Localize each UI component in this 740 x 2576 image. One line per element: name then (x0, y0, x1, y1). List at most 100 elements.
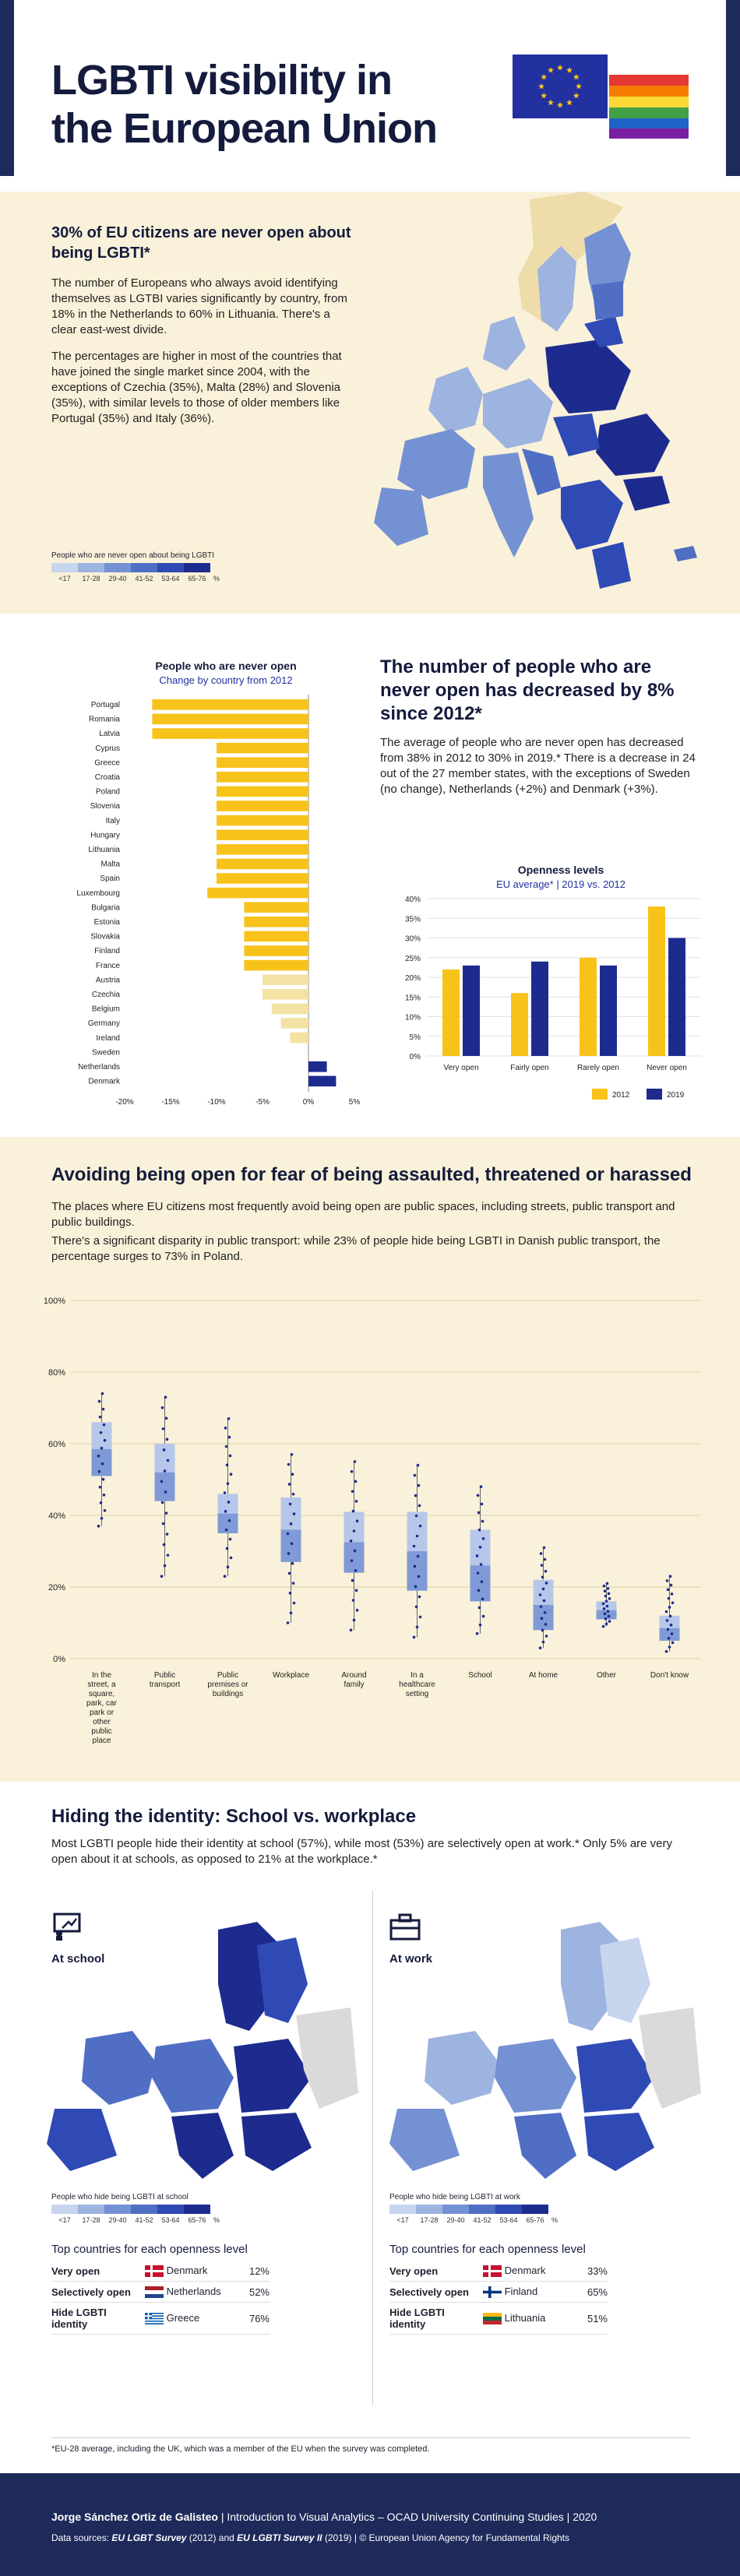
chart1-bar (217, 829, 308, 840)
chart1-bar (217, 858, 308, 870)
chart3-tick-label: 20% (48, 1583, 65, 1592)
chart3-point (541, 1575, 544, 1579)
footer-source2: EU LGBTI Survey II (237, 2532, 322, 2543)
work-top-table: Very open Denmark 33% Selectively open Fin… (389, 2261, 608, 2335)
chart3-point (101, 1477, 105, 1481)
places-boxplot-chart: 0% 20% 40% 60% 80% 100% In the street, a square,… (44, 1297, 701, 1745)
chart2-tick-label: 15% (405, 994, 421, 1002)
chart3-point (353, 1549, 357, 1553)
eu-flag-icon (513, 55, 608, 118)
chart3-point (162, 1448, 166, 1452)
chart3-point (539, 1605, 543, 1608)
map-sweden (537, 246, 576, 332)
footnote: *EU-28 average, including the UK, which … (51, 2437, 690, 2454)
section1-heading: 30% of EU citizens are never open about … (51, 224, 351, 262)
chart3-point (543, 1610, 547, 1614)
chart3-category-label: Don't know (650, 1671, 689, 1680)
chart1-category-label: Latvia (99, 730, 120, 738)
chart3-category-label: In a healthcare setting (399, 1671, 435, 1698)
chart3-point (287, 1571, 291, 1575)
chart2-category-label: Rarely open (577, 1064, 619, 1072)
chart3-point (101, 1407, 105, 1411)
chart3-point (97, 1399, 101, 1403)
chart3-point (665, 1579, 669, 1582)
chart3-point (161, 1427, 165, 1431)
eu-star-icon (557, 64, 563, 71)
chart3-point (97, 1454, 100, 1458)
chart3-point (544, 1582, 548, 1585)
school-top-countries: Top countries for each openness level Ve… (51, 2243, 270, 2335)
chart1-tick-label: 5% (349, 1098, 361, 1107)
legend-swatch (131, 563, 157, 572)
chart3-point (290, 1542, 294, 1546)
chart2-tick-label: 40% (405, 896, 421, 904)
openness-level: Very open (389, 2261, 483, 2282)
chart3-point (287, 1552, 291, 1555)
chart1-bar (217, 742, 308, 754)
legend-label: 53-64 (161, 2216, 180, 2224)
chart3-point (97, 1469, 101, 1473)
legend-label: 17-28 (82, 575, 100, 582)
europe-map-never-open (374, 192, 697, 589)
change-by-country-chart: People who are never open Change by coun… (76, 660, 361, 1107)
country-name: Finland (502, 2286, 538, 2298)
chart3-point (604, 1594, 608, 1598)
chart3-point (667, 1636, 671, 1640)
chart3-point (666, 1628, 670, 1631)
divider (372, 1891, 373, 2405)
country-name: Netherlands (164, 2286, 221, 2298)
chart3-category-label: Workplace (273, 1671, 309, 1680)
section4-paragraph: Most LGBTI people hide their identity at… (51, 1837, 673, 1866)
country-name: Denmark (164, 2265, 208, 2276)
chart3-point (541, 1628, 544, 1632)
chart2-legend-label: 2019 (667, 1091, 685, 1100)
chart3-point (538, 1646, 542, 1649)
footer-course: Introduction to Visual Analytics – OCAD … (227, 2511, 564, 2523)
top-country-row: Selectively open Finland 65% (389, 2281, 608, 2303)
legend-swatch (184, 563, 210, 572)
chart3-point (601, 1602, 605, 1606)
chart3-point (97, 1525, 100, 1528)
chart2-bar (668, 938, 685, 1056)
chart3-category-label: Other (597, 1671, 617, 1680)
school-legend-title: People who hide being LGBTI at school (51, 2193, 189, 2201)
openness-level: Hide LGBTI identity (389, 2302, 483, 2335)
chart3-tick-label: 80% (48, 1368, 65, 1378)
chart1-bar (244, 959, 308, 971)
legend-swatch (104, 563, 131, 572)
legend-label: 41-52 (135, 2216, 153, 2224)
chart3-point (224, 1528, 228, 1532)
chart3-point (602, 1584, 606, 1588)
chart3-point (414, 1585, 418, 1589)
eu-star-icon (541, 92, 548, 99)
chart3-point (476, 1494, 480, 1497)
chart1-category-label: Malta (101, 860, 121, 869)
chart3-point (353, 1460, 357, 1463)
openness-level: Selectively open (51, 2281, 145, 2303)
top-country-row: Hide LGBTI identity Lithuania 51% (389, 2302, 608, 2335)
chart3-point (165, 1438, 169, 1441)
chart1-category-label: Portugal (91, 701, 120, 709)
chart3-point (291, 1492, 295, 1496)
country-cell: Lithuania (483, 2302, 577, 2335)
legend-swatch (51, 563, 78, 572)
chart1-category-label: Germany (88, 1019, 120, 1028)
chart3-box-lower (280, 1529, 301, 1562)
chart3-box-lower (344, 1542, 365, 1573)
work-top-title: Top countries for each openness level (389, 2243, 586, 2256)
chart3-point (291, 1582, 295, 1585)
chart3-point (544, 1635, 548, 1638)
legend-label: 29-40 (446, 2216, 465, 2224)
legend-label: 17-28 (82, 2216, 100, 2224)
rainbow-flag-icon (609, 75, 689, 139)
footer-source2-rest: (2019) | © European Union Agency for Fun… (324, 2532, 569, 2543)
footer-source1-year: (2012) and (189, 2532, 234, 2543)
chart3-point (479, 1563, 483, 1566)
footer-sources: Data sources: EU LGBT Survey (2012) and … (51, 2532, 569, 2543)
legend-swatches (51, 563, 223, 572)
chart3-point (481, 1597, 485, 1601)
legend-label: <17 (58, 575, 71, 582)
chart3-point (477, 1511, 481, 1515)
chart3-point (100, 1516, 104, 1520)
chart1-bar (308, 1075, 337, 1087)
